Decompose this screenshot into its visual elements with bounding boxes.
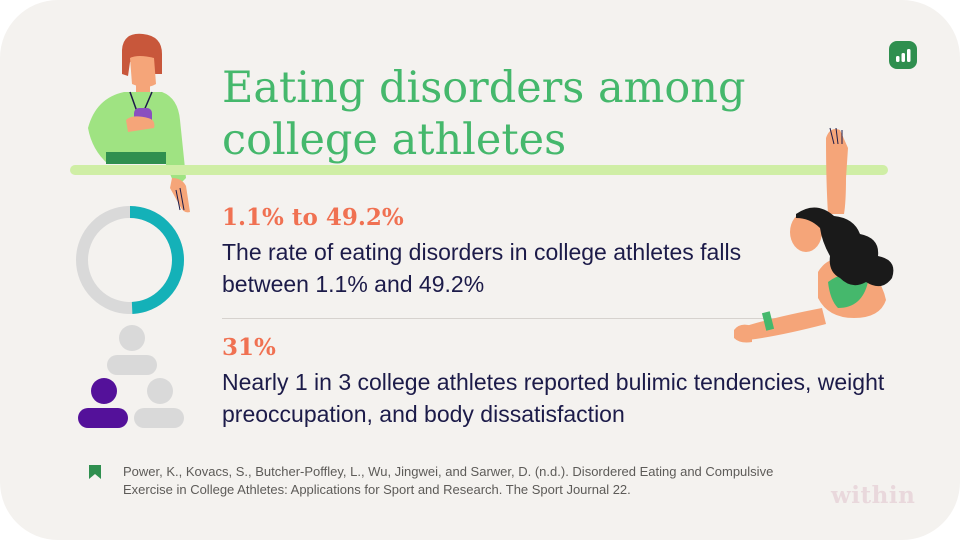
source-citation: Power, K., Kovacs, S., Butcher-Poffley, … <box>123 464 774 497</box>
person-highlighted <box>78 378 128 428</box>
brand-logo: within <box>831 482 916 509</box>
bar-chart-icon <box>889 41 917 69</box>
stat-description-percent: Nearly 1 in 3 college athletes reported … <box>222 369 885 427</box>
woman-illustration <box>734 127 894 343</box>
donut-fill-arc <box>76 206 184 314</box>
section-divider <box>222 318 777 319</box>
stat-value-range: 1.1% to 49.2% <box>222 204 404 231</box>
people-icon <box>78 325 184 428</box>
donut-chart-icon <box>76 206 184 314</box>
stat-value-percent: 31% <box>222 334 276 361</box>
person-muted-top <box>107 325 157 375</box>
title-underline <box>70 165 888 175</box>
person-illustration <box>88 33 190 213</box>
stat-description-range: The rate of eating disorders in college … <box>222 239 742 297</box>
bookmark-icon <box>89 465 101 479</box>
page-title: Eating disorders among college athletes <box>222 63 746 165</box>
person-muted-right <box>134 378 184 428</box>
